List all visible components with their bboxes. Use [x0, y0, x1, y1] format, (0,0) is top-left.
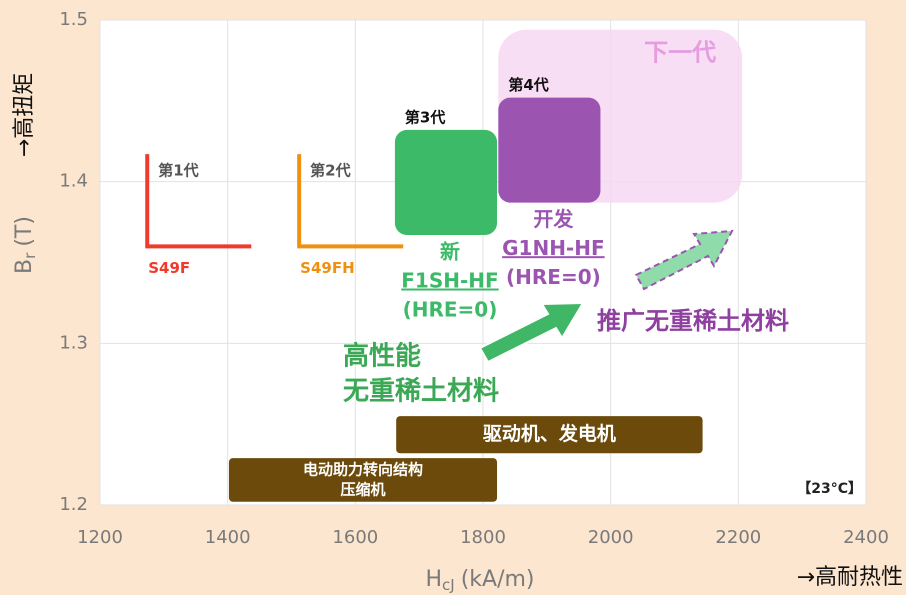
x-tick-label: 2200	[715, 527, 761, 548]
application-label: 电动助力转向结构	[303, 460, 423, 478]
arrow-dashed	[634, 229, 734, 291]
temperature: 【23°C】	[797, 481, 862, 497]
x-tick-label: 2400	[843, 527, 889, 548]
generation-mark	[145, 154, 252, 249]
product-name: S49FH	[300, 259, 354, 277]
annotation: 无重稀土材料	[343, 377, 499, 407]
y-tick-label: 1.5	[59, 9, 88, 30]
generation-mark	[297, 154, 404, 249]
y-tick-label: 1.2	[59, 494, 88, 515]
x-label-unit: (kA/m)	[461, 567, 535, 592]
application-label: 压缩机	[340, 480, 385, 498]
application-label: 驱动机、发电机	[483, 422, 616, 445]
region-label: G1NH-HF	[502, 236, 605, 260]
y-direction: →高扭矩	[12, 73, 37, 157]
region-name: 第4代	[508, 76, 548, 94]
y-tick-label: 1.3	[59, 332, 88, 353]
x-tick-label: 1600	[332, 527, 378, 548]
x-tick-label: 2000	[588, 527, 634, 548]
y-tick-label: 1.4	[59, 171, 88, 192]
region-label: (HRE=0)	[403, 298, 498, 322]
application-bar	[228, 458, 498, 502]
y-label-main: B	[12, 259, 37, 274]
arrow	[478, 301, 585, 364]
y-label-unit: (T)	[12, 216, 37, 247]
annotation: 推广无重稀土材料	[597, 307, 789, 335]
generation-name: 第2代	[310, 162, 350, 180]
region-label: 开发	[533, 207, 574, 231]
y-label-sub: r	[21, 252, 39, 259]
generation-name: 第1代	[158, 162, 198, 180]
annotation: 高性能	[343, 341, 421, 372]
x-axis-label: HcJ (kA/m)	[425, 567, 534, 594]
y-axis-label: Br (T)	[12, 216, 39, 274]
region	[394, 129, 498, 236]
application-bar	[396, 416, 703, 454]
region	[498, 97, 601, 203]
x-tick-label: 1200	[77, 527, 123, 548]
y-axis-label-group: Br (T) →高扭矩	[12, 73, 39, 274]
product-name: S49F	[148, 259, 190, 277]
region-label: (HRE=0)	[506, 265, 601, 289]
region-name: 第3代	[405, 108, 445, 126]
x-direction: →高耐热性	[797, 565, 903, 590]
x-label-sub: cJ	[442, 576, 455, 594]
region-label: F1SH-HF	[401, 269, 498, 293]
x-tick-label: 1800	[460, 527, 506, 548]
x-label-main: H	[425, 567, 442, 592]
x-tick-label: 1400	[205, 527, 251, 548]
region-label: 新	[440, 240, 460, 264]
region-name: 下一代	[644, 39, 716, 67]
